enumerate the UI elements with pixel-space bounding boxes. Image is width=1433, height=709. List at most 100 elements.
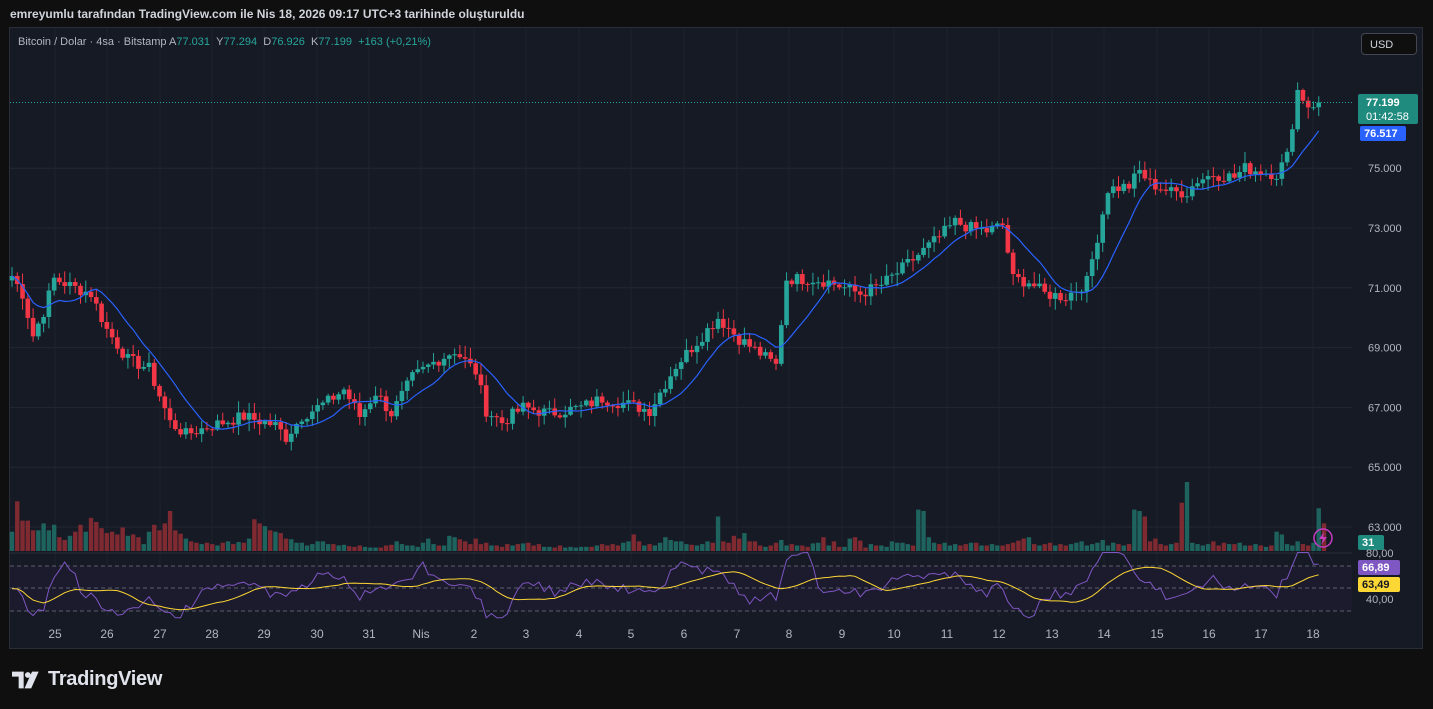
candle-body	[1079, 291, 1084, 293]
volume-bar	[204, 542, 210, 551]
candle-body	[652, 404, 658, 417]
volume-bar	[94, 522, 99, 551]
candle-body	[626, 400, 631, 403]
candle-body	[194, 433, 199, 435]
volume-bar	[942, 542, 947, 551]
volume-bar	[1095, 542, 1100, 551]
currency-button[interactable]: USD	[1361, 33, 1417, 55]
x-tick-label: 10	[887, 627, 901, 641]
candle-body	[1284, 151, 1290, 163]
rsi-ma-label-bg	[1358, 577, 1400, 592]
last-price-tag-bg	[1358, 94, 1418, 124]
candle-body	[578, 405, 584, 407]
volume-bar	[1063, 545, 1069, 551]
volume-bar	[1179, 502, 1184, 551]
candle-body	[873, 284, 879, 286]
volume-bar	[178, 533, 183, 551]
volume-bar	[1037, 545, 1042, 551]
volume-bar	[273, 531, 278, 551]
candle-body	[800, 274, 805, 285]
x-tick-label: 14	[1097, 627, 1111, 641]
volume-bar	[1242, 545, 1248, 551]
volume-bar	[547, 546, 552, 551]
candle-body	[721, 318, 726, 328]
candle-body	[1126, 183, 1132, 189]
volume-bar	[267, 530, 273, 551]
volume-bar	[747, 541, 752, 551]
volume-bar	[399, 544, 405, 551]
candle-body	[373, 395, 378, 404]
candle-body	[41, 317, 46, 324]
volume-bar	[109, 531, 115, 551]
volume-bar	[1042, 544, 1047, 551]
candle-body	[115, 337, 120, 349]
volume-bar	[294, 542, 299, 551]
rsi-tick-label: 80,00	[1366, 548, 1394, 560]
candle-body	[526, 402, 531, 408]
candle-body	[457, 354, 463, 358]
candle-body	[1110, 186, 1116, 194]
candle-body	[1037, 283, 1042, 287]
volume-bar	[41, 523, 46, 551]
volume-bar	[705, 541, 710, 551]
volume-bar	[594, 545, 600, 551]
volume-bar	[246, 538, 252, 551]
volume-bar	[336, 545, 341, 551]
candle-body	[236, 412, 241, 425]
candle-body	[1168, 187, 1174, 191]
volume-bar	[315, 541, 320, 551]
candle-body	[462, 357, 468, 359]
volume-bar	[420, 542, 426, 551]
volume-bar	[657, 542, 663, 551]
candle-body	[868, 284, 874, 297]
candle-body	[715, 318, 721, 329]
candle-body	[483, 385, 489, 417]
candle-body	[557, 415, 563, 418]
candle-body	[1311, 107, 1316, 109]
y-tick-label: 67.000	[1368, 402, 1402, 414]
volume-bar	[341, 544, 347, 551]
candle-body	[225, 422, 231, 425]
candle-body	[1142, 169, 1148, 179]
volume-bar	[563, 547, 568, 551]
candle-body	[541, 408, 547, 416]
candle-body	[99, 303, 104, 322]
volume-bar	[826, 545, 831, 551]
candle-body	[615, 406, 621, 409]
x-tick-label: 8	[786, 627, 793, 641]
candle-body	[1005, 224, 1011, 253]
volume-bar	[758, 545, 763, 551]
volume-bar	[621, 542, 626, 551]
x-tick-label: Nis	[412, 627, 429, 641]
tradingview-logo-icon	[12, 671, 39, 688]
x-tick-label: 9	[839, 627, 846, 641]
candle-body	[352, 399, 357, 404]
volume-bar	[789, 544, 795, 551]
candle-body	[1021, 277, 1026, 287]
candle-body	[937, 236, 942, 238]
candle-body	[694, 345, 700, 353]
volume-bar	[46, 530, 52, 551]
countdown-label: 01:42:58	[1366, 111, 1409, 123]
candle-body	[299, 421, 305, 424]
volume-bar	[452, 537, 457, 551]
volume-bar	[805, 546, 810, 551]
rsi-tick-label: 40,00	[1366, 594, 1394, 606]
volume-bar	[125, 535, 131, 551]
candle-body	[278, 422, 284, 430]
volume-bar	[1311, 542, 1316, 551]
candle-body	[173, 420, 178, 430]
legend-change: +163 (+0,21%)	[358, 36, 431, 48]
candle-body	[183, 428, 189, 435]
candle-body	[731, 328, 737, 335]
candle-body	[1226, 173, 1232, 182]
volume-bar	[1205, 544, 1211, 551]
candle-body	[562, 414, 568, 418]
x-tick-label: 16	[1202, 627, 1216, 641]
volume-bar	[1168, 544, 1174, 551]
volume-bar	[726, 542, 731, 551]
volume-bar	[231, 544, 236, 551]
candle-body	[431, 361, 436, 365]
candle-body	[973, 222, 979, 229]
